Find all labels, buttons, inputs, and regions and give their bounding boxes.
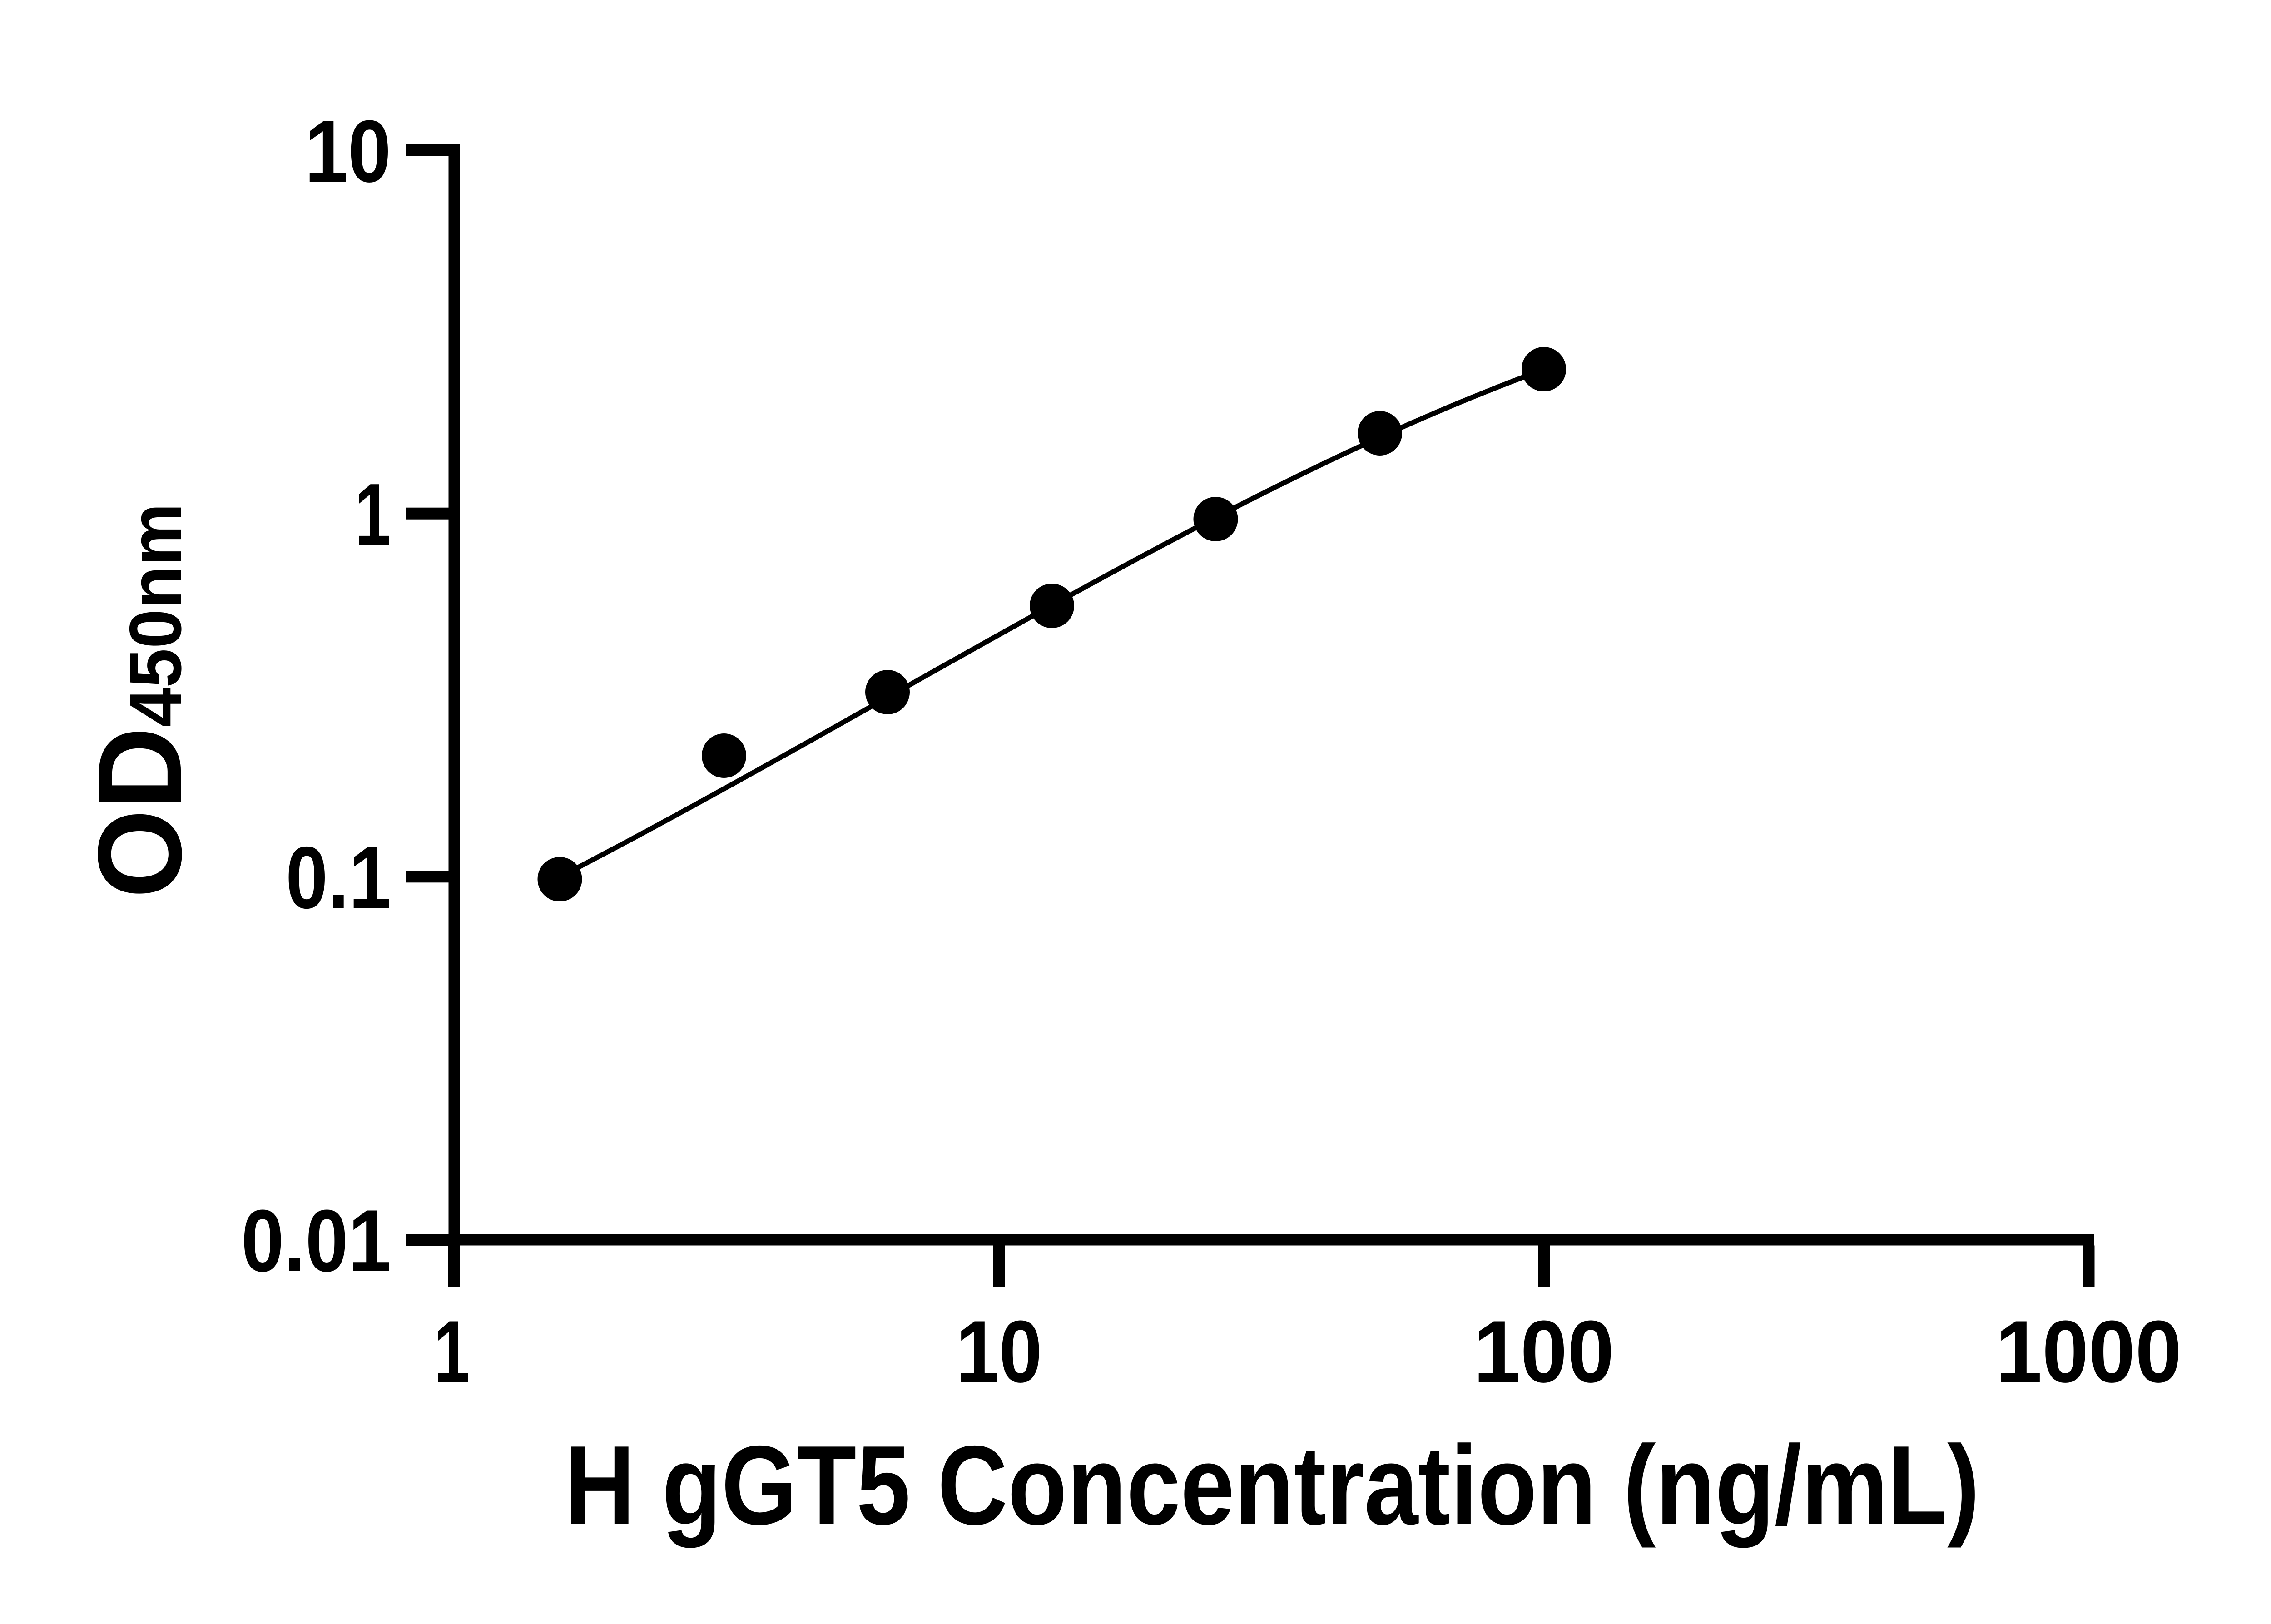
svg-text:10: 10 bbox=[305, 102, 391, 201]
svg-text:H gGT5 Concentration (ng/mL): H gGT5 Concentration (ng/mL) bbox=[565, 1422, 1980, 1548]
svg-text:1: 1 bbox=[434, 1302, 470, 1401]
svg-text:10: 10 bbox=[956, 1302, 1042, 1401]
svg-text:1000: 1000 bbox=[1996, 1302, 2182, 1401]
svg-text:0.1: 0.1 bbox=[286, 828, 391, 927]
svg-text:100: 100 bbox=[1473, 1302, 1614, 1401]
svg-text:0.01: 0.01 bbox=[241, 1192, 391, 1290]
svg-text:1: 1 bbox=[355, 465, 391, 564]
